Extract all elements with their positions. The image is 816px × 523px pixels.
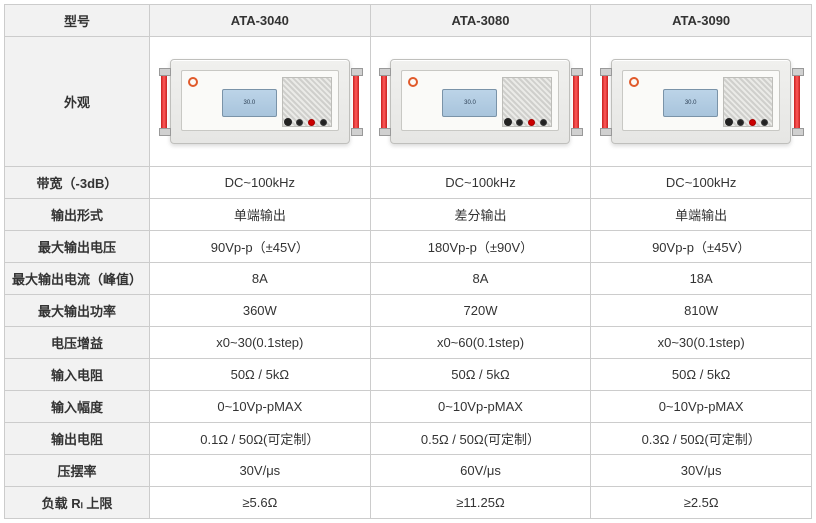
cell: 8A [370,263,591,295]
row-label: 输入电阻 [5,359,150,391]
cell: 90Vp-p（±45V） [150,231,371,263]
table-row: 输入幅度0~10Vp-pMAX0~10Vp-pMAX0~10Vp-pMAX [5,391,812,423]
cell: DC~100kHz [370,167,591,199]
row-label: 最大输出电压 [5,231,150,263]
table-row: 输出形式单端输出差分输出单端输出 [5,199,812,231]
cell: 30V/μs [150,455,371,487]
cell: 50Ω / 5kΩ [591,359,812,391]
device-image: 30.0 [390,59,570,144]
spec-table: 型号 ATA-3040 ATA-3080 ATA-3090 外观 30.0 30… [4,4,812,519]
appearance-label: 外观 [5,37,150,167]
lcd-display: 30.0 [663,89,718,117]
handle-left-icon [602,72,608,132]
cell: ≥2.5Ω [591,487,812,519]
device-cell-1: 30.0 [370,37,591,167]
row-label: 电压增益 [5,327,150,359]
row-label: 最大输出电流（峰值） [5,263,150,295]
device-panel: 30.0 [622,70,780,131]
cell: 720W [370,295,591,327]
cell: ≥11.25Ω [370,487,591,519]
handle-right-icon [353,72,359,132]
table-row: 输入电阻50Ω / 5kΩ50Ω / 5kΩ50Ω / 5kΩ [5,359,812,391]
row-label: 输入幅度 [5,391,150,423]
model-2: ATA-3090 [591,5,812,37]
cell: 0.3Ω / 50Ω(可定制） [591,423,812,455]
row-label: 输出电阻 [5,423,150,455]
table-row: 输出电阻0.1Ω / 50Ω(可定制）0.5Ω / 50Ω(可定制）0.3Ω /… [5,423,812,455]
cell: 60V/μs [370,455,591,487]
row-label: 最大输出功率 [5,295,150,327]
cell: 0~10Vp-pMAX [591,391,812,423]
cell: 0.5Ω / 50Ω(可定制） [370,423,591,455]
cell: 单端输出 [150,199,371,231]
table-row: 最大输出电压90Vp-p（±45V）180Vp-p（±90V）90Vp-p（±4… [5,231,812,263]
row-label: 输出形式 [5,199,150,231]
row-label: 带宽（-3dB） [5,167,150,199]
table-row: 电压增益x0~30(0.1step)x0~60(0.1step)x0~30(0.… [5,327,812,359]
cell: x0~30(0.1step) [591,327,812,359]
table-row: 压摆率30V/μs60V/μs30V/μs [5,455,812,487]
table-row: 最大输出功率360W720W810W [5,295,812,327]
cell: x0~30(0.1step) [150,327,371,359]
cell: 180Vp-p（±90V） [370,231,591,263]
cell: DC~100kHz [591,167,812,199]
cell: 18A [591,263,812,295]
cell: ≥5.6Ω [150,487,371,519]
cell: 50Ω / 5kΩ [370,359,591,391]
cell: 0~10Vp-pMAX [370,391,591,423]
device-cell-2: 30.0 [591,37,812,167]
cell: 810W [591,295,812,327]
cell: x0~60(0.1step) [370,327,591,359]
cell: 90Vp-p（±45V） [591,231,812,263]
model-0: ATA-3040 [150,5,371,37]
device-cell-0: 30.0 [150,37,371,167]
model-1: ATA-3080 [370,5,591,37]
handle-right-icon [794,72,800,132]
handle-left-icon [161,72,167,132]
device-image: 30.0 [611,59,791,144]
handle-right-icon [573,72,579,132]
cell: 50Ω / 5kΩ [150,359,371,391]
table-row: 带宽（-3dB）DC~100kHzDC~100kHzDC~100kHz [5,167,812,199]
cell: 8A [150,263,371,295]
header-label: 型号 [5,5,150,37]
knob-icon [284,118,292,126]
device-panel: 30.0 [181,70,339,131]
header-row: 型号 ATA-3040 ATA-3080 ATA-3090 [5,5,812,37]
table-row: 负载 Rₗ 上限≥5.6Ω≥11.25Ω≥2.5Ω [5,487,812,519]
port-icon [296,119,303,126]
cell: DC~100kHz [150,167,371,199]
cell: 360W [150,295,371,327]
brand-logo-icon [188,77,198,87]
cell: 0.1Ω / 50Ω(可定制） [150,423,371,455]
port-icon [308,119,315,126]
lcd-display: 30.0 [222,89,277,117]
row-label: 压摆率 [5,455,150,487]
handle-left-icon [381,72,387,132]
brand-logo-icon [408,77,418,87]
cell: 0~10Vp-pMAX [150,391,371,423]
cell: 差分输出 [370,199,591,231]
table-row: 最大输出电流（峰值）8A8A18A [5,263,812,295]
lcd-display: 30.0 [442,89,497,117]
device-panel: 30.0 [401,70,559,131]
row-label: 负载 Rₗ 上限 [5,487,150,519]
brand-logo-icon [629,77,639,87]
cell: 单端输出 [591,199,812,231]
cell: 30V/μs [591,455,812,487]
appearance-row: 外观 30.0 30.0 [5,37,812,167]
device-image: 30.0 [170,59,350,144]
port-icon [320,119,327,126]
